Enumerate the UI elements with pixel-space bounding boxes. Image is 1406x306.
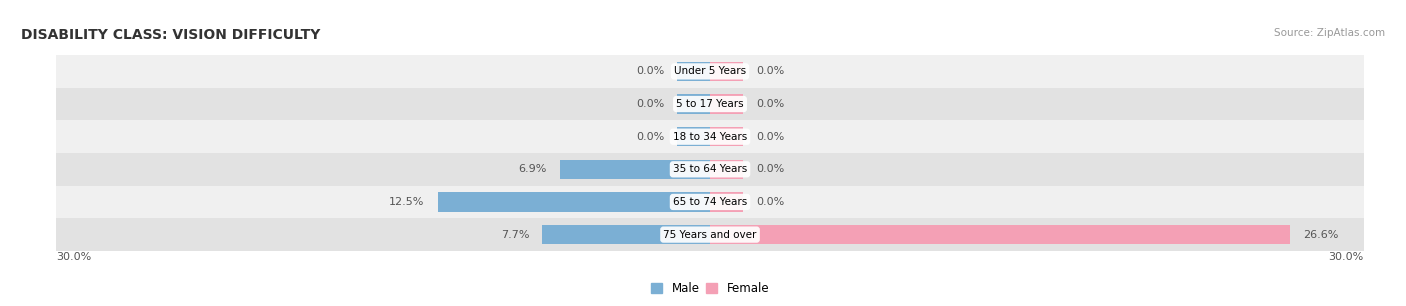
Text: 0.0%: 0.0%	[636, 132, 664, 142]
Text: 0.0%: 0.0%	[756, 132, 785, 142]
Bar	[56, 120, 1364, 153]
Bar	[56, 88, 1364, 120]
Text: 35 to 64 Years: 35 to 64 Years	[673, 164, 747, 174]
Bar	[56, 218, 1364, 251]
Bar	[710, 225, 1289, 244]
Bar	[543, 225, 710, 244]
Text: 5 to 17 Years: 5 to 17 Years	[676, 99, 744, 109]
Bar	[56, 153, 1364, 186]
Text: DISABILITY CLASS: VISION DIFFICULTY: DISABILITY CLASS: VISION DIFFICULTY	[21, 28, 321, 42]
Bar	[437, 192, 710, 212]
Text: 0.0%: 0.0%	[636, 66, 664, 76]
Text: 0.0%: 0.0%	[636, 99, 664, 109]
Text: 7.7%: 7.7%	[501, 230, 529, 240]
Text: 30.0%: 30.0%	[1329, 252, 1364, 262]
Bar	[678, 94, 710, 114]
Bar	[560, 159, 710, 179]
Bar	[710, 94, 742, 114]
Bar	[710, 62, 742, 81]
Text: 26.6%: 26.6%	[1303, 230, 1339, 240]
Text: 65 to 74 Years: 65 to 74 Years	[673, 197, 747, 207]
Text: 6.9%: 6.9%	[519, 164, 547, 174]
Bar	[56, 186, 1364, 218]
Bar	[678, 62, 710, 81]
Text: 0.0%: 0.0%	[756, 164, 785, 174]
Bar	[56, 55, 1364, 88]
Legend: Male, Female: Male, Female	[645, 278, 775, 300]
Text: 30.0%: 30.0%	[56, 252, 91, 262]
Text: 0.0%: 0.0%	[756, 99, 785, 109]
Text: 12.5%: 12.5%	[389, 197, 425, 207]
Text: Source: ZipAtlas.com: Source: ZipAtlas.com	[1274, 28, 1385, 38]
Text: 75 Years and over: 75 Years and over	[664, 230, 756, 240]
Text: Under 5 Years: Under 5 Years	[673, 66, 747, 76]
Text: 0.0%: 0.0%	[756, 197, 785, 207]
Bar	[710, 159, 742, 179]
Text: 18 to 34 Years: 18 to 34 Years	[673, 132, 747, 142]
Bar	[710, 192, 742, 212]
Bar	[710, 127, 742, 147]
Bar	[678, 127, 710, 147]
Text: 0.0%: 0.0%	[756, 66, 785, 76]
